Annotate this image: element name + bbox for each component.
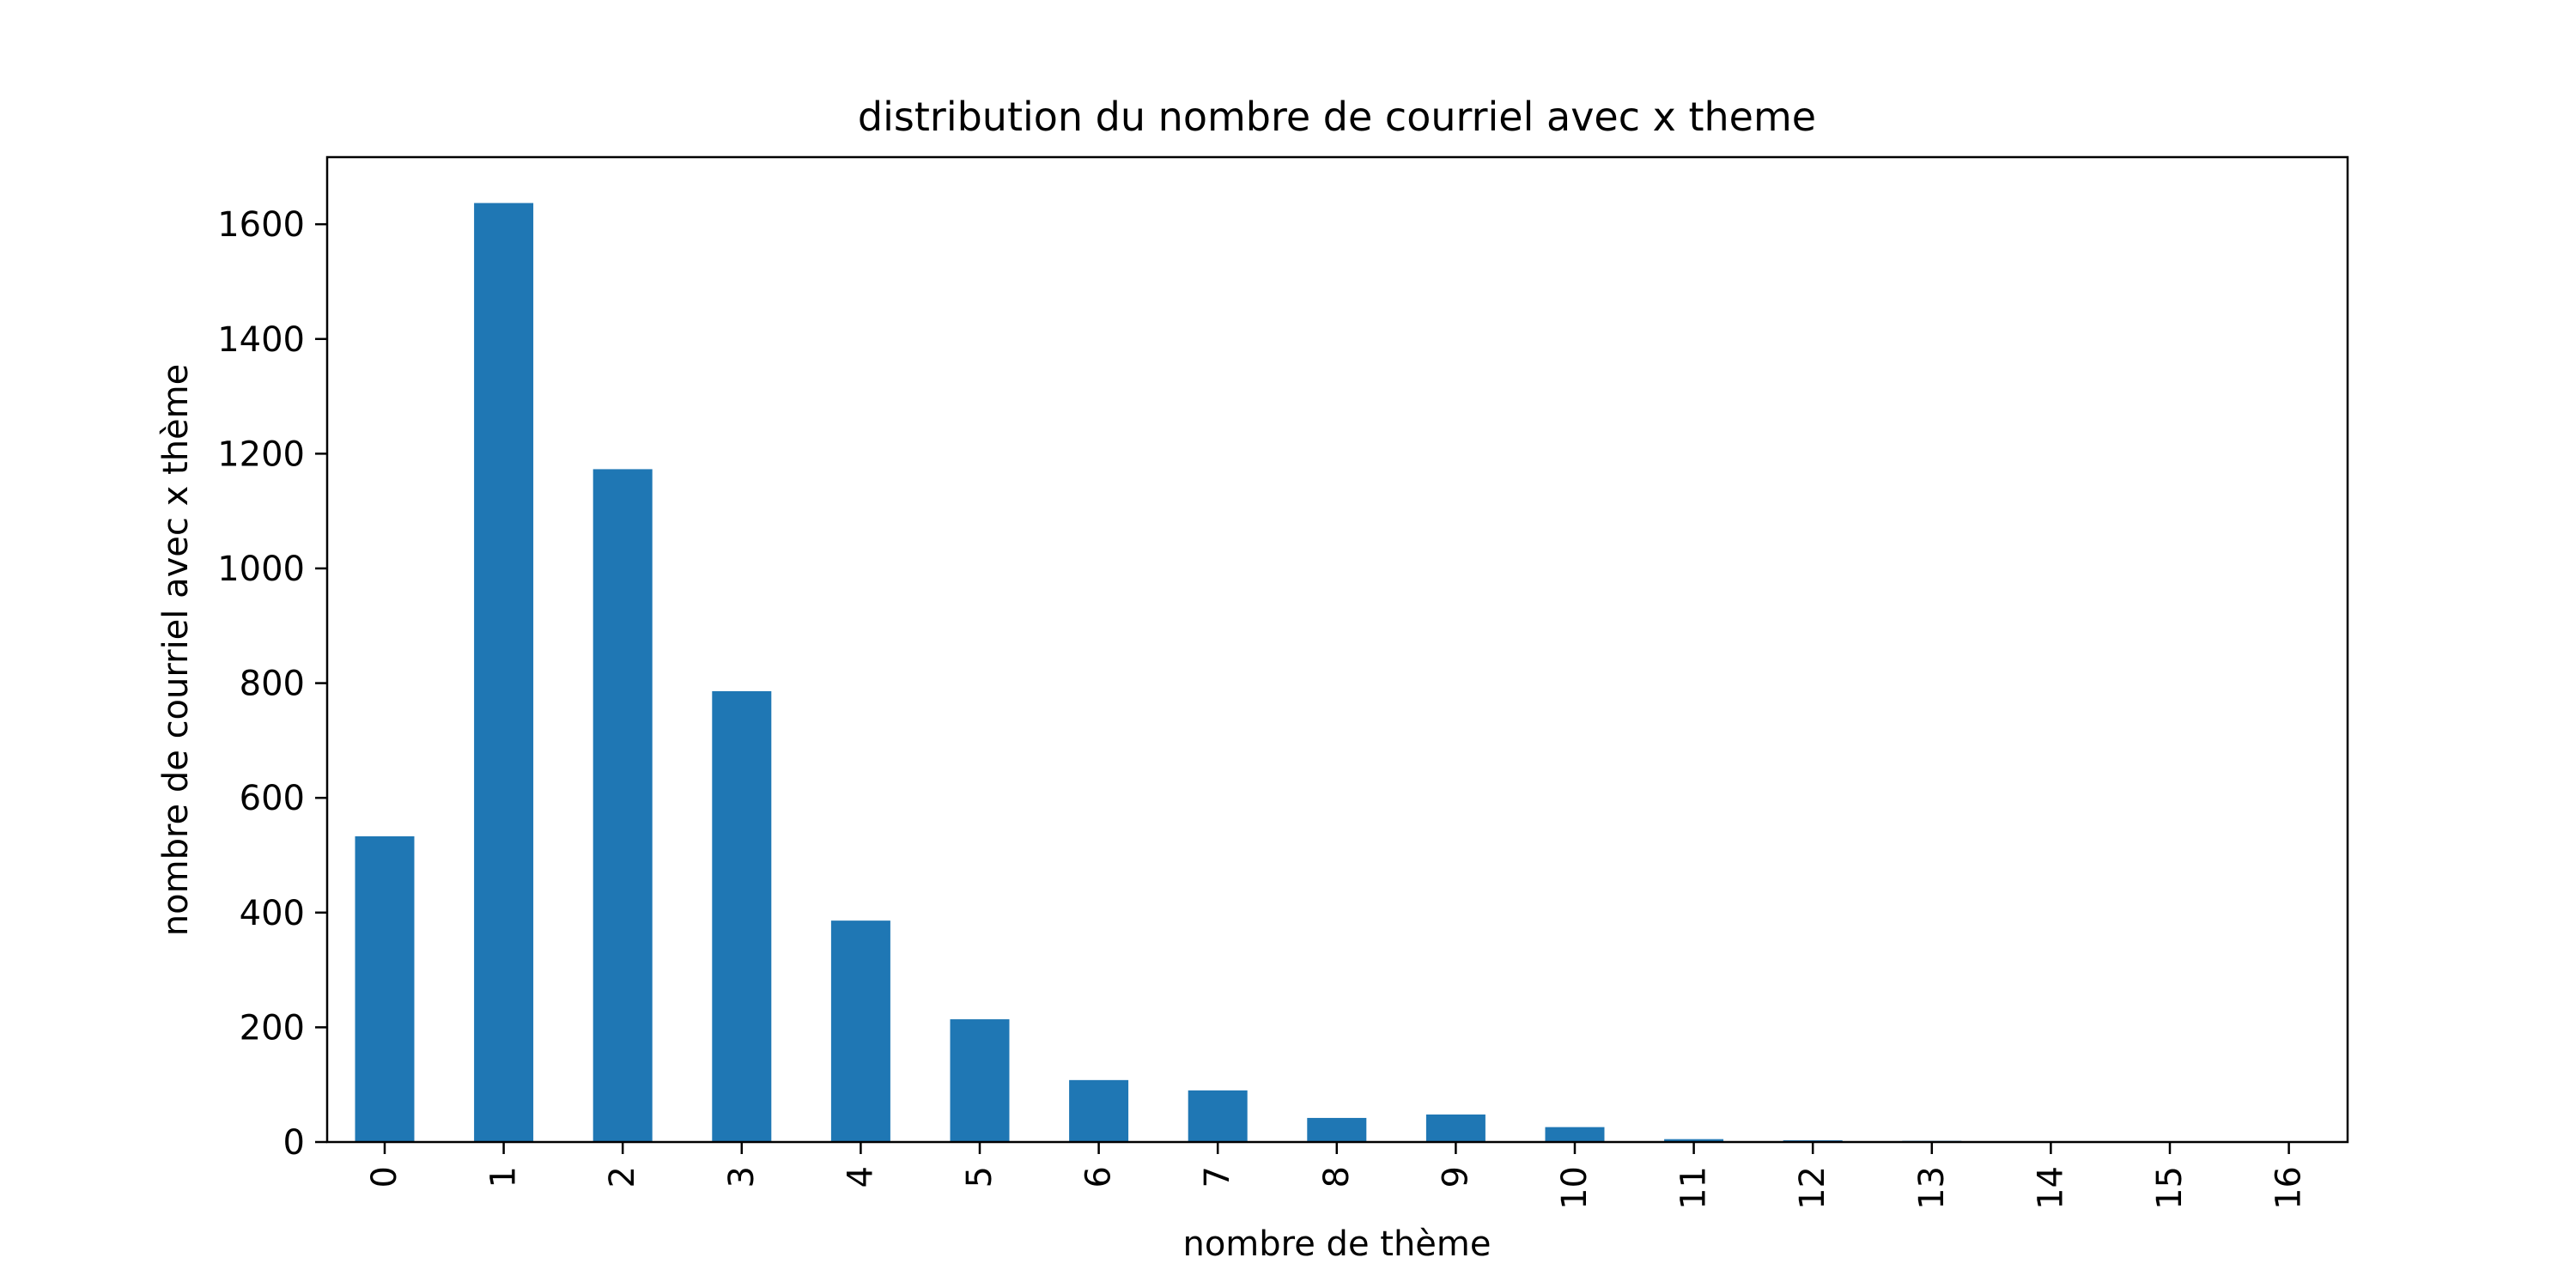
x-tick-label-12: 12 — [1793, 1166, 1832, 1210]
bar-10 — [1545, 1127, 1605, 1142]
y-tick-label-1000: 1000 — [217, 550, 305, 589]
y-axis-label: nombre de courriel avec x thème — [156, 364, 196, 936]
y-tick-label-1600: 1600 — [217, 205, 305, 245]
x-tick-label-2: 2 — [603, 1166, 642, 1188]
x-tick-label-13: 13 — [1912, 1166, 1952, 1210]
x-tick-label-6: 6 — [1079, 1166, 1119, 1188]
y-tick-label-600: 600 — [240, 779, 305, 818]
bar-8 — [1307, 1117, 1367, 1142]
x-tick-label-5: 5 — [960, 1166, 999, 1188]
y-tick-label-1400: 1400 — [217, 320, 305, 360]
x-tick-label-9: 9 — [1436, 1166, 1475, 1188]
bar-7 — [1188, 1090, 1248, 1142]
x-tick-label-14: 14 — [2031, 1166, 2070, 1210]
bar-0 — [355, 835, 415, 1142]
bar-11 — [1664, 1139, 1724, 1142]
plot-frame — [325, 155, 2349, 1144]
y-tick-label-800: 800 — [240, 665, 305, 704]
bar-4 — [830, 920, 890, 1142]
y-axis: 0 200 400 600 800 1000 1200 1400 1600 — [217, 205, 327, 1163]
x-tick-label-15: 15 — [2150, 1166, 2190, 1210]
bars-group — [355, 203, 2319, 1143]
x-tick-label-0: 0 — [365, 1166, 404, 1188]
x-tick-label-4: 4 — [841, 1166, 880, 1188]
chart-title: distribution du nombre de courriel avec … — [858, 94, 1816, 140]
bar-2 — [592, 469, 653, 1142]
y-tick-label-400: 400 — [240, 894, 305, 933]
x-axis: 0 1 2 3 4 5 6 7 8 9 10 11 12 13 14 15 16 — [365, 1142, 2309, 1210]
bar-6 — [1069, 1079, 1129, 1142]
bar-1 — [474, 203, 534, 1143]
bar-9 — [1425, 1114, 1485, 1142]
x-tick-label-3: 3 — [722, 1166, 762, 1188]
x-tick-label-1: 1 — [484, 1166, 524, 1188]
y-tick-label-0: 0 — [283, 1123, 305, 1163]
x-tick-label-11: 11 — [1674, 1166, 1714, 1210]
y-tick-label-1200: 1200 — [217, 434, 305, 474]
x-tick-label-8: 8 — [1317, 1166, 1357, 1188]
bar-3 — [712, 690, 772, 1142]
x-axis-label: nombre de thème — [1182, 1224, 1491, 1264]
y-tick-label-200: 200 — [240, 1008, 305, 1048]
x-tick-label-7: 7 — [1198, 1166, 1237, 1188]
x-tick-label-10: 10 — [1555, 1166, 1595, 1210]
x-tick-label-16: 16 — [2269, 1166, 2309, 1210]
bar-5 — [950, 1019, 1010, 1142]
